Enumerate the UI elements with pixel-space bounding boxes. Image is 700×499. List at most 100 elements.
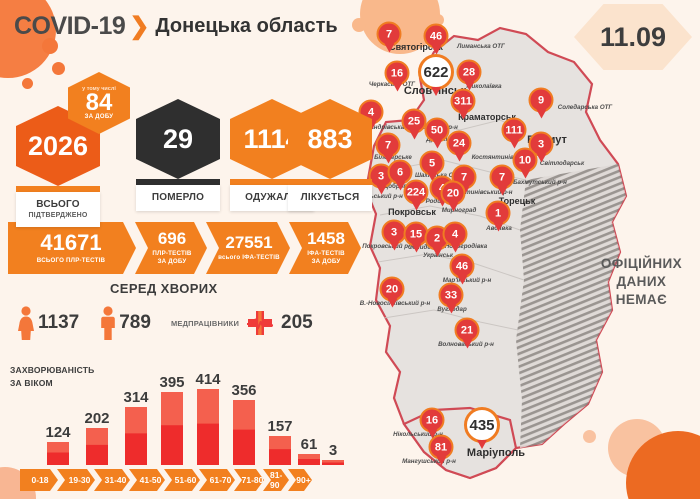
no-data-line2: ДАНИХ <box>616 274 667 290</box>
female-icon <box>18 306 34 340</box>
age-bar: 202 <box>84 410 110 465</box>
chevron-right-icon: ❯ <box>129 13 150 40</box>
map-pin[interactable]: 16 <box>419 407 445 433</box>
age-chart-bars: 124 202 314 395 414 356 157 61 3 <box>0 367 350 465</box>
map-location-label: Лиманська ОТГ <box>457 43 505 50</box>
map-location-label: Нікольський р-н <box>393 431 443 438</box>
age-bar-rect <box>298 454 320 465</box>
virus-spike-c <box>22 78 33 89</box>
map-pin[interactable]: 16 <box>384 60 410 86</box>
map-pin[interactable]: 33 <box>438 282 464 308</box>
stat-value: 2026 <box>27 130 89 161</box>
map-location-label: Костянтинівка <box>471 154 521 161</box>
map-pin[interactable]: 111 <box>501 117 527 143</box>
male-count: 789 <box>119 312 151 333</box>
age-bar-value: 356 <box>231 382 257 399</box>
test-ifa-daily: 1458 ІФА-ТЕСТІВ ЗА ДОБУ <box>289 222 361 274</box>
age-bar-value: 124 <box>45 424 71 441</box>
map-pin[interactable]: 25 <box>401 108 427 134</box>
age-axis-segment[interactable]: 19-30 <box>57 469 95 491</box>
map-location-label: Покровськ <box>388 207 436 217</box>
map-pin[interactable]: 7 <box>489 164 515 190</box>
header-covid-label: COVID-19 <box>14 12 126 40</box>
tests-row: 41671 ВСЬОГО ПЛР-ТЕСТІВ 696 ПЛР-ТЕСТІВ З… <box>8 222 360 274</box>
virus-spike-a <box>42 38 58 54</box>
medical-cross-icon <box>247 311 274 335</box>
medics-count: 205 <box>281 312 313 333</box>
age-bar-rect <box>197 389 219 465</box>
male-icon <box>101 306 116 340</box>
map-pin[interactable]: 28 <box>456 59 482 85</box>
map-pin[interactable]: 46 <box>423 23 449 49</box>
map-location-label: Костянтинівський р-н <box>441 189 513 196</box>
age-bar-rect <box>125 407 147 465</box>
map-pin[interactable]: 9 <box>528 87 554 113</box>
map-pin[interactable]: 21 <box>454 317 480 343</box>
stat-bar <box>16 186 100 192</box>
map-pin[interactable]: 6 <box>387 159 413 185</box>
stat-bar <box>136 179 220 185</box>
age-axis-segment[interactable]: 61-70 <box>199 469 235 491</box>
map-location-label: Олександрівська ОТГ <box>351 124 419 131</box>
female-count: 1137 <box>38 312 80 333</box>
age-axis-segment[interactable]: 41-50 <box>129 469 165 491</box>
stat-caption: ЛІКУЄТЬСЯ <box>288 185 372 211</box>
stat-total-confirmed: 2026 ВСЬОГО ПІДТВЕРДЖЕНО <box>16 106 100 227</box>
among-sick-row: 1137 789 МЕДПРАЦІВНИКИ 205 <box>16 306 313 340</box>
map-pin[interactable]: 50 <box>424 117 450 143</box>
test-caption: ВСЬОГО ПЛР-ТЕСТІВ <box>36 256 106 264</box>
map-pin[interactable]: 1 <box>485 200 511 226</box>
test-pcr-daily: 696 ПЛР-ТЕСТІВ ЗА ДОБУ <box>135 222 207 274</box>
test-caption: всього ІФА-ТЕСТІВ <box>218 254 280 262</box>
header: COVID-19 ❯ Донецька область <box>14 12 338 41</box>
age-axis-segment[interactable]: 81-90 <box>263 469 289 491</box>
virus-spike-b <box>52 62 65 75</box>
map-pin[interactable]: 224 <box>403 179 429 205</box>
map-pin[interactable]: 5 <box>419 150 445 176</box>
map-pin[interactable]: 24 <box>446 130 472 156</box>
map-pin[interactable]: 311 <box>450 88 476 114</box>
age-bar: 356 <box>231 382 257 465</box>
age-axis-segment[interactable]: 90+ <box>288 469 312 491</box>
age-axis-segment[interactable]: 31-40 <box>94 469 130 491</box>
map-location-label: Маріуполь <box>466 447 526 459</box>
map-pin[interactable]: 46 <box>449 253 475 279</box>
date-value: 11.09 <box>599 21 667 52</box>
stat-bar <box>230 179 314 185</box>
stat-caption: ВСЬОГО ПІДТВЕРДЖЕНО <box>16 192 100 227</box>
no-data-line1: ОФІЦІЙНИХ <box>600 256 682 271</box>
age-axis-segment[interactable]: 51-60 <box>164 469 200 491</box>
map-location-label: Світлодарськ <box>539 160 585 167</box>
map-location-label: Мирноград <box>441 207 477 214</box>
age-bar: 157 <box>267 418 293 465</box>
age-bar-rect <box>86 428 108 465</box>
age-bar: 414 <box>195 371 221 465</box>
map-pin[interactable]: 622 <box>418 54 454 90</box>
age-axis-segment[interactable]: 0-18 <box>20 469 58 491</box>
map-location-label: Торецьк <box>498 196 536 206</box>
daily-new-badge: у тому числі 84 ЗА ДОБУ <box>68 72 130 134</box>
age-bar: 395 <box>159 374 185 465</box>
stat-value: 883 <box>307 123 353 154</box>
map-pin[interactable]: 7 <box>376 21 402 47</box>
map-location-label: Новогродівка <box>444 243 488 250</box>
age-chart-axis: 0-18 19-30 31-40 41-50 51-60 61-70 71-80 81-90 9… <box>20 469 311 491</box>
age-bar-value: 414 <box>195 371 221 388</box>
daily-badge-value: 84 <box>85 88 113 116</box>
age-bar-rect <box>269 436 291 465</box>
age-axis-segment[interactable]: 71-80 <box>234 469 264 491</box>
map-pin[interactable]: 20 <box>379 276 405 302</box>
age-bar-value: 3 <box>328 442 338 459</box>
map-pin[interactable]: 7 <box>375 132 401 158</box>
stat-value: 29 <box>162 123 194 154</box>
map-location-label: Мар'їнський р-н <box>442 277 492 284</box>
map-pin[interactable]: 435 <box>464 407 500 443</box>
map-pin[interactable]: 20 <box>440 180 466 206</box>
map-pin[interactable]: 4 <box>442 221 468 247</box>
daily-badge-top-label: у тому числі <box>82 85 116 92</box>
map-pin[interactable]: 81 <box>428 434 454 460</box>
map-location-label: Селидове <box>407 244 439 251</box>
map-pin[interactable]: 10 <box>512 147 538 173</box>
map-location-label: Краматорськ <box>458 112 516 122</box>
